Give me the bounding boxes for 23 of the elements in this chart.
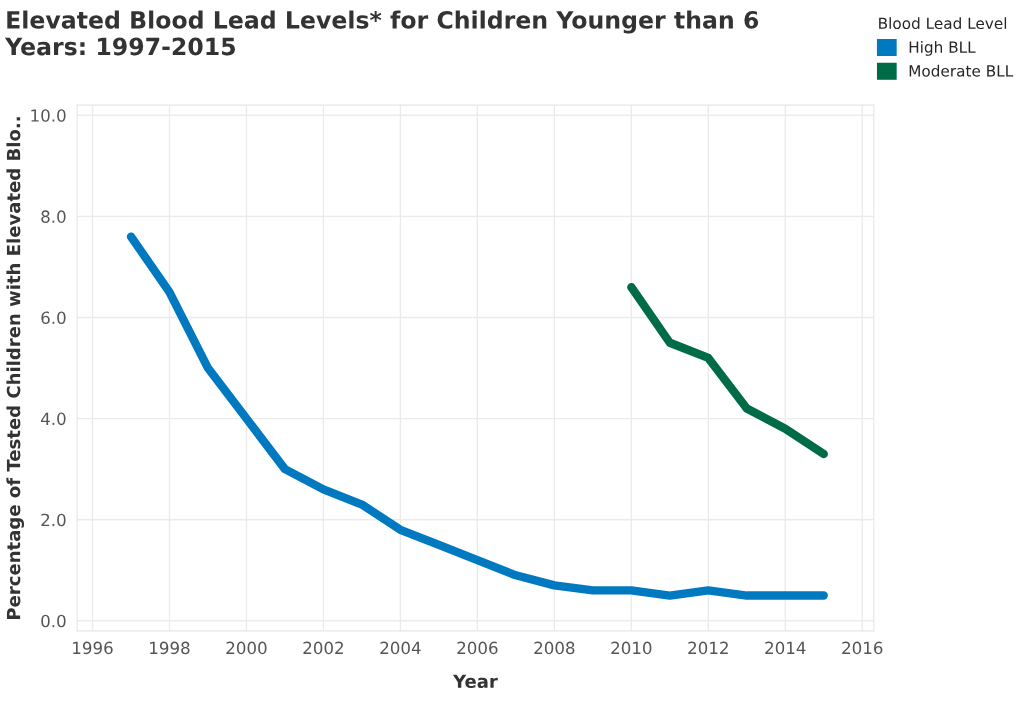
x-tick-label: 2006 [457,641,498,655]
x-tick-label: 2014 [765,641,806,655]
legend-label: High BLL [909,41,976,56]
x-tick-label: 2010 [611,641,652,655]
x-tick-label: 2000 [226,641,267,655]
x-axis-title: Year [452,674,498,689]
y-tick-label: 4.0 [40,412,66,426]
y-tick-label: 10.0 [31,109,66,122]
chart-title: Elevated Blood Lead Levels* for Children Younger than 6 Years: 1997-2015 [4,10,759,56]
x-tick-label: 2002 [303,641,343,655]
x-tick-label: 1996 [73,641,113,655]
y-tick-label: 8.0 [41,210,66,223]
x-tick-label: 1998 [150,641,190,655]
legend-title: Blood Lead Level [879,17,1007,30]
y-tick-label: 6.0 [41,311,66,325]
y-tick-label: 0.0 [41,614,66,628]
x-tick-label: 2016 [842,641,883,655]
y-tick-label: 2.0 [41,513,66,527]
x-tick-label: 2012 [688,641,728,655]
y-axis-title: Percentage of Tested Children with Elevated Blo.. [6,117,25,619]
x-tick-label: 2004 [380,641,421,655]
legend-label: Moderate BLL [909,64,1014,77]
x-tick-label: 2008 [534,641,575,655]
